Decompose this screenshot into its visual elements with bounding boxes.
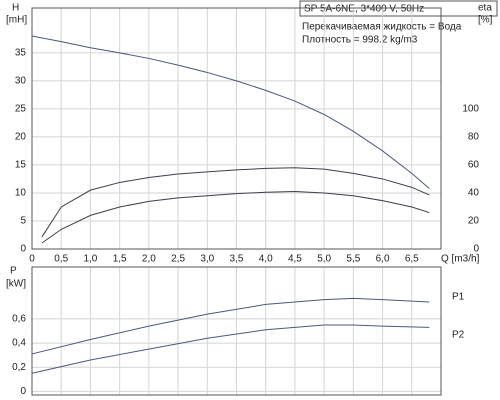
x-tick-label: 1,5: [113, 254, 127, 265]
y2-tick-label: 20: [468, 216, 480, 227]
y-tick-label: 10: [15, 188, 27, 199]
chart-title: SP 5A-6NE, 3*400 V, 50Hz: [304, 4, 424, 15]
y-tick-label: 30: [15, 76, 27, 87]
y-tick-label: 15: [15, 160, 27, 171]
y-axis-unit: [mH]: [6, 15, 27, 26]
legend-label: P2: [452, 330, 465, 341]
y2-tick-label: 40: [468, 188, 480, 199]
y-axis-label: P: [10, 266, 17, 277]
y-tick-label: 20: [15, 132, 27, 143]
x-tick-label: 0: [29, 254, 35, 265]
y2-tick-label: 100: [462, 104, 479, 115]
y-axis-unit: [kW]: [6, 279, 26, 290]
x-tick-label: 6,0: [376, 254, 390, 265]
curve: [31, 324, 430, 374]
x-tick-label: 1,0: [83, 254, 97, 265]
x-tick-label: 6,5: [405, 254, 419, 265]
y2-tick-label: 80: [468, 132, 480, 143]
annotation: Перекачиваемая жидкость = Вода: [302, 22, 462, 33]
y-tick-label: 0,4: [12, 338, 26, 349]
x-axis-label: Q [m3/h]: [441, 254, 480, 265]
y-tick-label: 0,2: [12, 362, 26, 373]
x-tick-label: 2,0: [142, 254, 156, 265]
y-axis-label: H: [12, 3, 19, 14]
legend-label: P1: [452, 292, 465, 303]
x-tick-label: 3,0: [200, 254, 214, 265]
x-tick-label: 3,5: [230, 254, 244, 265]
x-tick-label: 5,5: [346, 254, 360, 265]
x-tick-label: 4,0: [259, 254, 273, 265]
x-tick-label: 2,5: [171, 254, 185, 265]
y-tick-label: 5: [20, 216, 26, 227]
y-tick-label: 0: [20, 244, 26, 255]
y2-tick-label: 60: [468, 160, 480, 171]
curve: [41, 167, 430, 238]
y-tick-label: 35: [15, 47, 27, 58]
plot-frame: [31, 7, 442, 250]
curve: [31, 297, 430, 355]
x-tick-label: 0,5: [54, 254, 68, 265]
plot-frame: [31, 266, 442, 396]
annotation: Плотность = 998.2 kg/m3: [302, 35, 418, 46]
y2-tick-label: 0: [473, 244, 479, 255]
y2-axis-unit: [%]: [478, 15, 493, 26]
y-tick-label: 25: [15, 104, 27, 115]
curve: [41, 191, 430, 244]
curve: [31, 35, 430, 189]
y2-axis-label: eta: [478, 3, 492, 14]
x-tick-label: 4,5: [288, 254, 302, 265]
x-tick-label: 5,0: [317, 254, 331, 265]
y-tick-label: 0: [20, 386, 26, 397]
y-tick-label: 0,6: [12, 314, 26, 325]
